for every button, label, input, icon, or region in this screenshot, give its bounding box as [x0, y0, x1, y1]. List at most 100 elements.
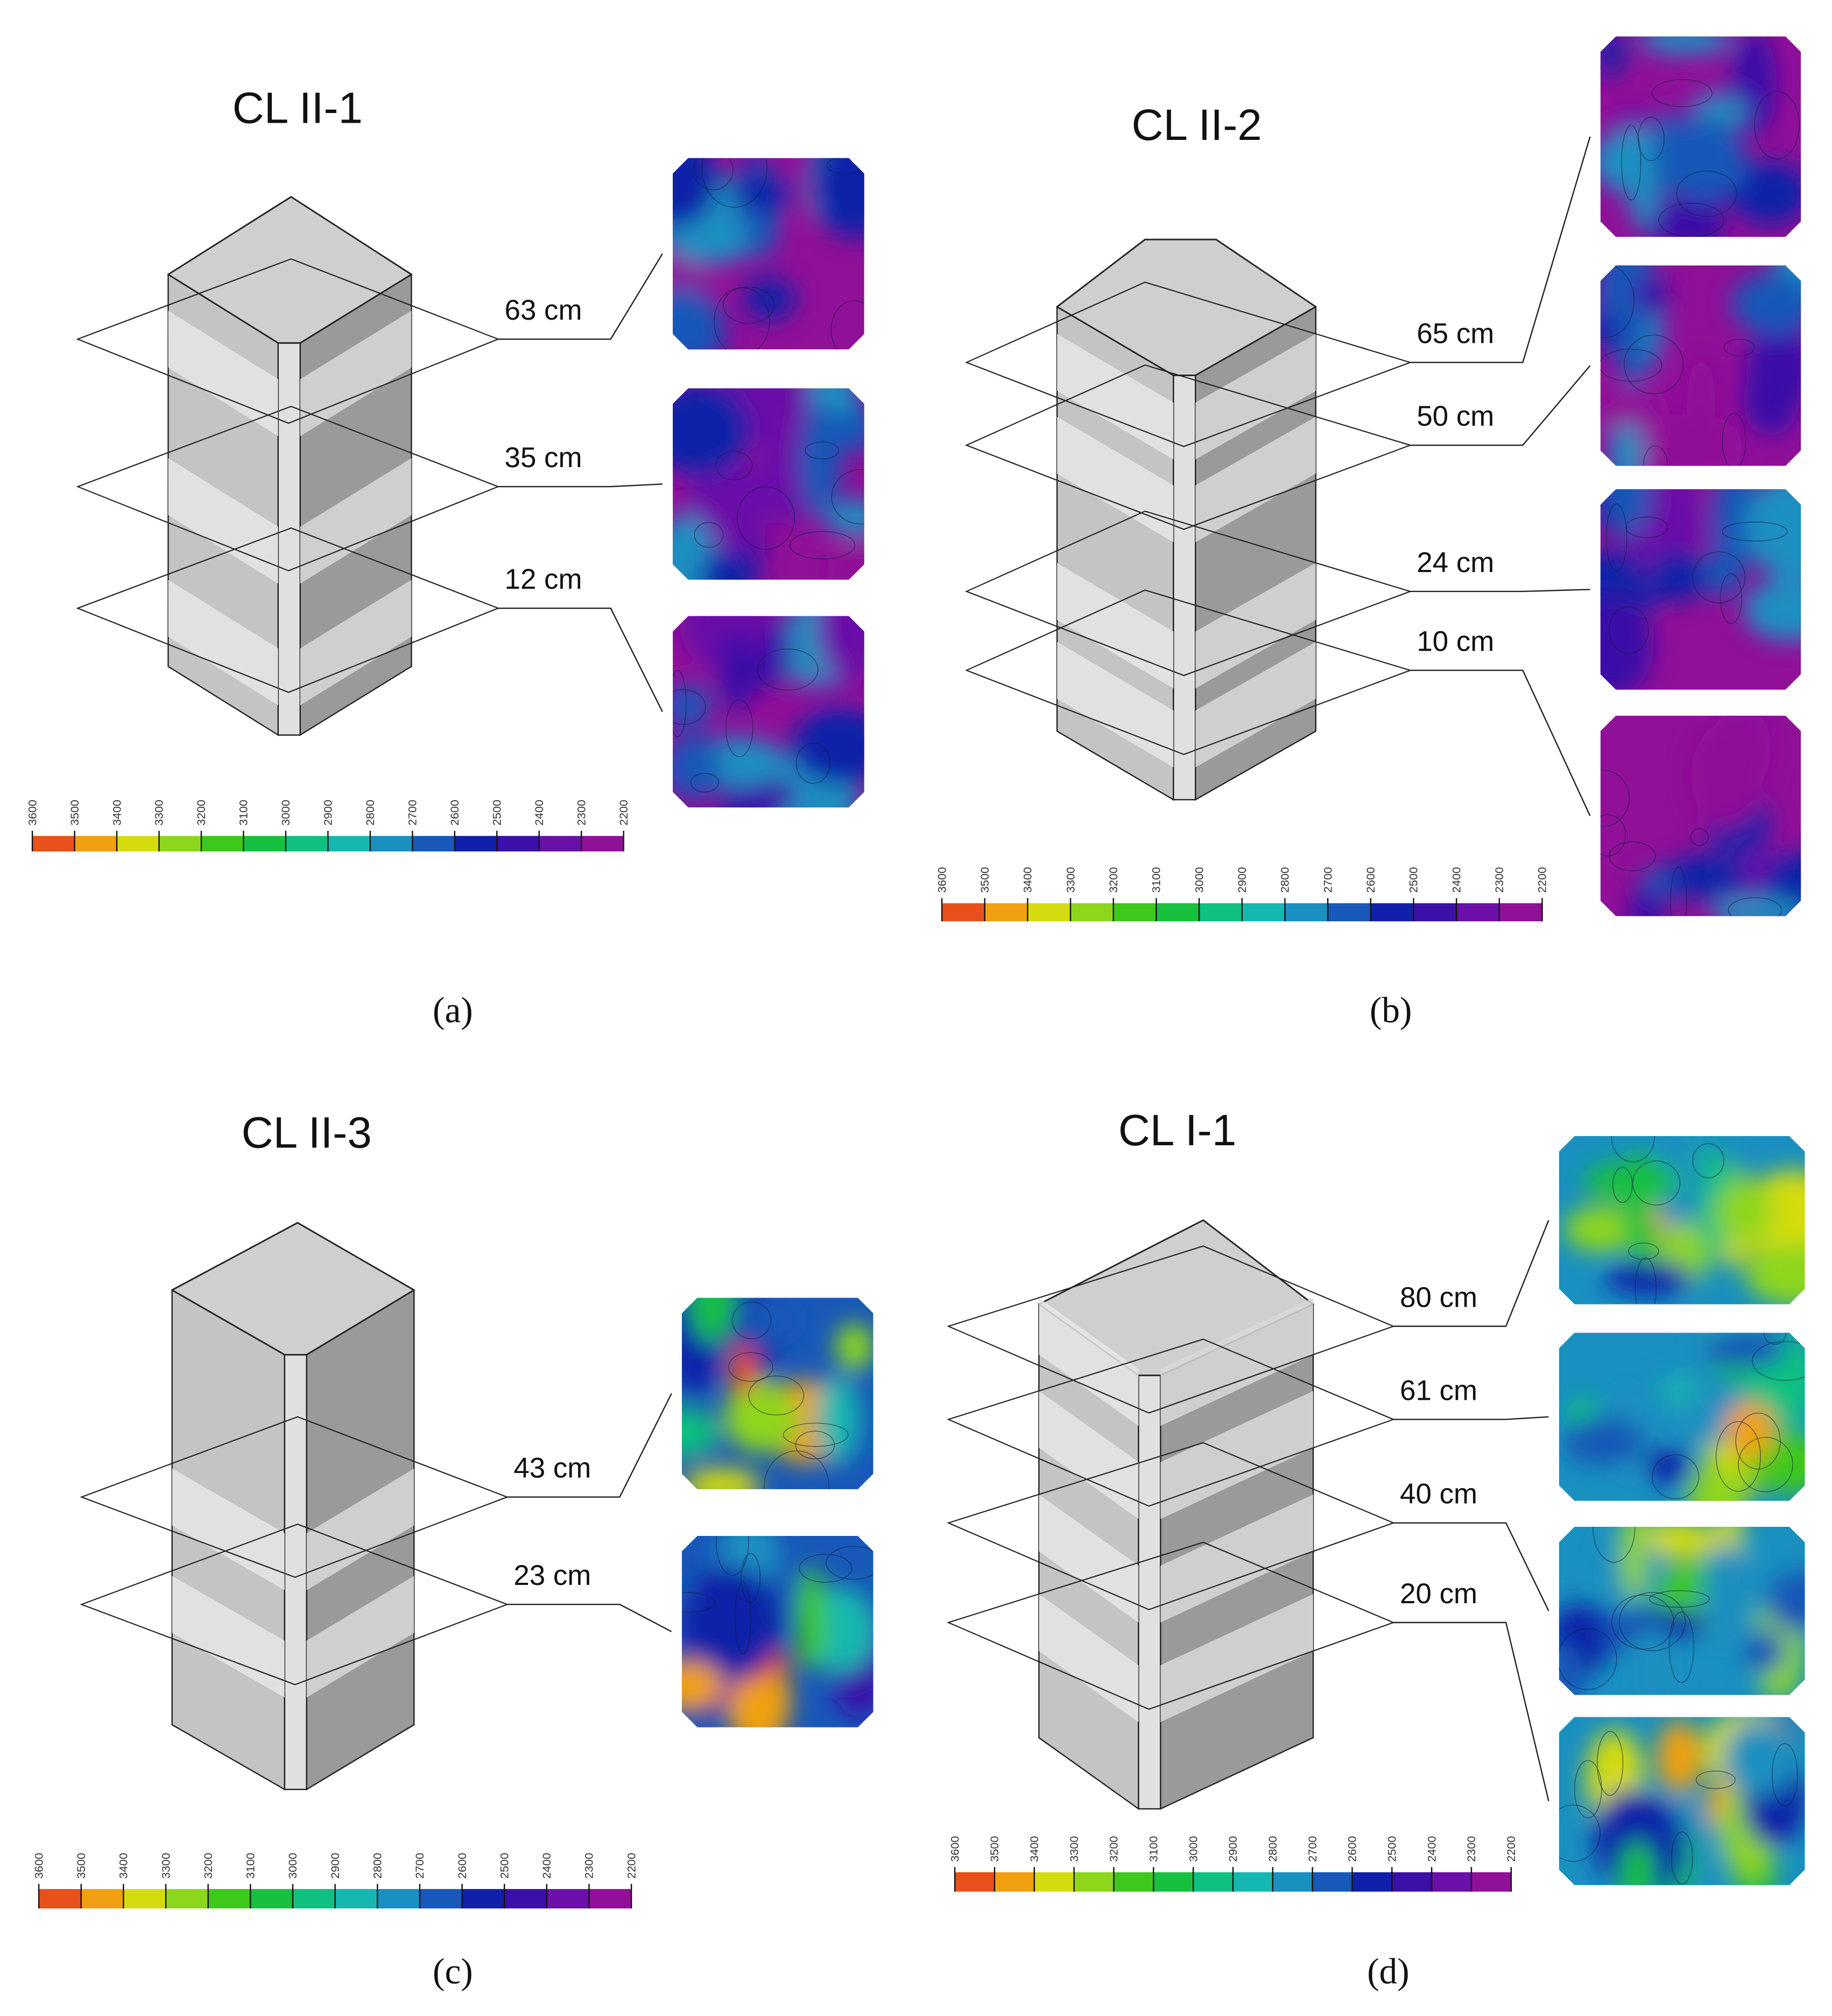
panel: CL I-1 80 cm 61 cm 40 cm 20 cm 3600 3500 3400 33…: [947, 1106, 1805, 1992]
map-blob: [724, 1379, 797, 1453]
colorbar-segment: [497, 836, 540, 852]
contour-line: [1632, 1160, 1681, 1206]
contour-line: [1720, 573, 1743, 624]
colorbar-label: 2500: [497, 1853, 511, 1879]
colorbar-label: 2900: [1235, 867, 1249, 893]
colorbar-segment: [81, 1889, 124, 1909]
contour-line: [694, 521, 724, 548]
colorbar-segment: [412, 836, 455, 852]
map-blob: [1562, 1416, 1645, 1466]
contour-line: [1621, 125, 1641, 201]
contour-line: [1609, 606, 1649, 654]
map-blob: [681, 1661, 723, 1711]
colorbar-label: 3300: [1063, 867, 1077, 893]
map-blob: [1600, 36, 1625, 77]
colorbar-segment: [377, 1889, 420, 1909]
colorbar-segment: [1413, 903, 1457, 921]
map-blob: [1657, 1721, 1702, 1794]
contour-line: [1676, 170, 1737, 217]
contour-line: [1600, 348, 1662, 382]
map-blobs: [1559, 1526, 1805, 1695]
map-blobs: [1629, 715, 1801, 917]
leader-line: [507, 1604, 672, 1632]
colorbar-label: 2400: [1425, 1836, 1438, 1862]
map-blob: [1636, 199, 1726, 237]
colorbar-label: 2800: [1278, 867, 1292, 893]
scan-band: [1057, 563, 1174, 689]
colorbar-label: 3100: [1150, 867, 1163, 893]
contour-line: [1692, 551, 1746, 603]
contour-line: [1671, 1831, 1693, 1885]
colorbar-label: 3200: [1107, 867, 1120, 893]
level-label: 50 cm: [1417, 400, 1494, 432]
colorbar-label: 3400: [110, 800, 123, 826]
map-blob: [1688, 1464, 1746, 1501]
contour-line: [1574, 1760, 1602, 1818]
contour-line: [1763, 1333, 1787, 1345]
map-blob: [731, 175, 797, 212]
contour-map: [1600, 265, 1801, 466]
colorbar-label: 2600: [455, 1853, 469, 1879]
map-blob: [673, 685, 711, 727]
colorbar-label: 2800: [1266, 1836, 1279, 1862]
colorbar-segment: [1242, 903, 1286, 921]
colorbar-segment: [955, 1872, 995, 1892]
contour-line: [725, 699, 753, 757]
leader-line: [1393, 1522, 1549, 1611]
contour-line: [701, 158, 767, 208]
map-blob: [826, 500, 864, 536]
colorbar-label: 2700: [1306, 1836, 1319, 1862]
scan-band: [1195, 417, 1316, 542]
map-blobs: [681, 1298, 873, 1490]
map-blob: [1744, 1629, 1786, 1674]
colorbar-segment: [159, 836, 202, 852]
scan-band: [1195, 642, 1316, 767]
map-blob: [799, 402, 841, 517]
contour-line: [1649, 1590, 1710, 1608]
colorbar-label: 2200: [1535, 867, 1549, 893]
contour-line: [831, 469, 864, 525]
contour-map: [673, 158, 864, 350]
leader-line: [498, 607, 663, 713]
colorbar-segment: [201, 836, 244, 852]
colorbar-segment: [994, 1872, 1035, 1892]
level-label: 63 cm: [505, 294, 582, 326]
map-blob: [1624, 1609, 1708, 1640]
scan-band: [300, 311, 412, 436]
map-blob: [816, 616, 864, 680]
map-blob: [1605, 489, 1651, 537]
colorbar-segment: [1499, 903, 1543, 921]
colorbar-segment: [589, 1889, 632, 1909]
scan-band: [1039, 1494, 1139, 1623]
map-blob: [1620, 1526, 1647, 1602]
colorbar-label: 2300: [582, 1853, 596, 1879]
colorbar-segment: [539, 836, 582, 852]
colorbar-segment: [285, 836, 329, 852]
colorbar-label: 3200: [194, 800, 208, 826]
contour-line: [741, 1553, 761, 1603]
scan-band: [172, 1468, 285, 1590]
colorbar-segment: [1070, 903, 1114, 921]
contour-line: [716, 1535, 749, 1576]
leader-line: [498, 253, 663, 340]
column-top: [167, 196, 412, 344]
level-label: 61 cm: [1400, 1374, 1477, 1406]
colorbar-label: 3500: [988, 1836, 1001, 1862]
map-blob: [673, 388, 750, 477]
contour-line: [1559, 1804, 1601, 1862]
panel-title: CL I-1: [1118, 1106, 1237, 1155]
contour-line: [1771, 1743, 1798, 1807]
map-blobs: [1586, 1717, 1805, 1885]
colorbar-label: 2200: [617, 800, 630, 826]
contour-line: [1559, 1628, 1617, 1690]
map-blob: [828, 411, 864, 452]
panel-title: CL II-2: [1132, 101, 1262, 150]
contour-map: [1600, 715, 1801, 917]
map-blob: [1564, 1206, 1639, 1252]
contour-line: [1609, 841, 1656, 871]
scan-band: [1039, 1594, 1139, 1722]
contour-line: [1605, 503, 1627, 572]
colorbar-segment: [1370, 903, 1414, 921]
colorbar-segment: [123, 1889, 166, 1909]
contour-line: [1611, 1594, 1674, 1650]
